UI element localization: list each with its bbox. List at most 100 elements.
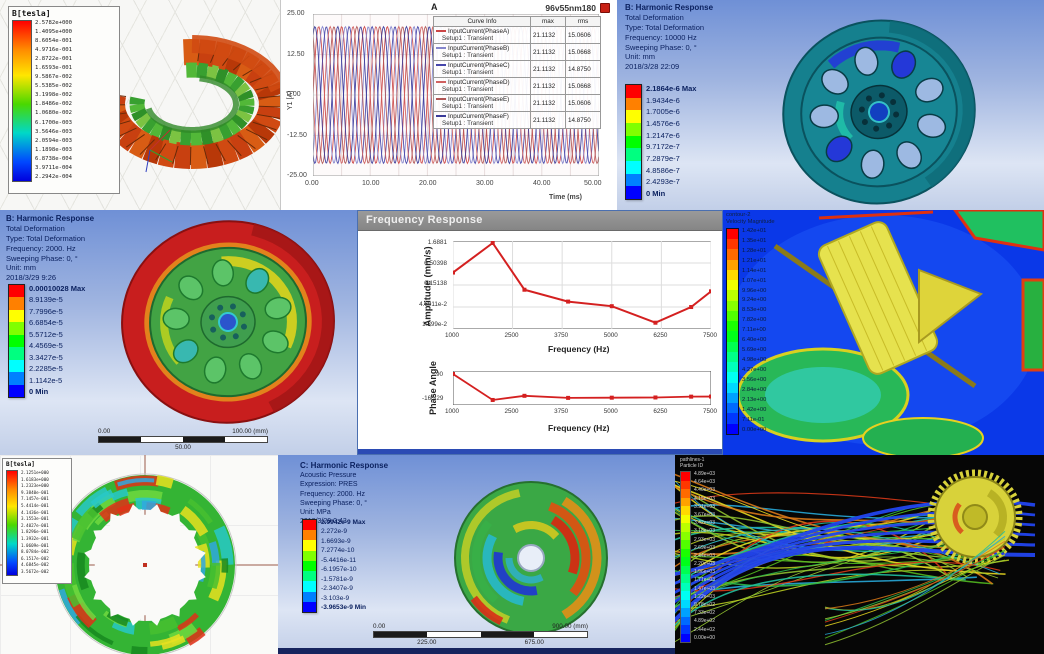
amp-ytick-0.50398: 0.50398: [424, 259, 447, 267]
colorbar-bands: [302, 519, 317, 613]
amp-xtick-5000: 5000: [603, 332, 618, 339]
color-band-4: [681, 506, 690, 515]
colorbar-value-5: 1.07e+01: [742, 277, 767, 284]
legend-header-row: Curve Info max rms: [433, 16, 601, 27]
color-band-12: [681, 574, 690, 583]
legend-table-body: InputCurrent(PhaseA) Setup1 : Transient 21…: [433, 26, 601, 129]
window-bottom-strip: [358, 449, 722, 454]
colorbar-labels: 4.89e+03 4.64e+03 4.40e+03 4.15e+03 3.91e+03…: [694, 471, 715, 641]
torus-legend-value-0: 2.5782e+000: [35, 20, 73, 26]
torus-legend-value-7: 5.5385e-002: [35, 83, 73, 90]
color-band-9: [681, 548, 690, 557]
panel-harmonic-10000hz: B: Harmonic Response Total Deformation Typ…: [617, 0, 1044, 210]
color-band-16: [681, 608, 690, 617]
color-band-3: [727, 259, 738, 270]
colorbar-value-4: 3.91e+03: [694, 503, 715, 510]
color-band-7: [626, 173, 641, 187]
color-band-8: [303, 601, 316, 612]
annotation-line-1: Total Deformation: [625, 13, 684, 23]
torus-legend-value-17: 2.2942e-004: [35, 173, 73, 180]
color-band-10: [727, 331, 738, 342]
color-band-1: [303, 530, 316, 541]
colorbar-value-3: 7.2774e-10: [321, 547, 355, 555]
color-band-4: [303, 560, 316, 572]
curve-name: InputCurrent(PhaseF): [448, 113, 509, 120]
window-titlebar[interactable]: Frequency Response: [358, 211, 722, 231]
annotation-line-5: Unit: MPa: [300, 508, 331, 516]
tick-50.00: 50.00: [584, 180, 602, 187]
scale-min: 0.00: [373, 623, 386, 630]
curve-setup: Setup1 : Transient: [442, 103, 494, 110]
curve-row-5: InputCurrent(PhaseF) Setup1 : Transient 21…: [433, 111, 601, 129]
result-colorbar: 0.00010028 Max 8.9139e-5 7.7996e-5 6.6854e-…: [8, 284, 85, 398]
phase-xtick-5000: 5000: [603, 408, 618, 415]
scale-bar: [373, 631, 588, 638]
color-band-9: [727, 321, 738, 332]
scale-q3: 675.00: [524, 639, 544, 646]
annotation-line-2: Type: Total Deformation: [6, 234, 86, 244]
panel-transient-currents: A 96v55nm180 Y1 [A] Time (ms) 25.00 12.50…: [280, 0, 618, 210]
plot-title: A: [431, 2, 438, 12]
scale-min: 0.00: [98, 428, 111, 435]
design-flag-icon: [600, 3, 610, 13]
annotation-line-6: 2018/3/29 9:26: [6, 273, 57, 283]
curve-max: 21.1132: [530, 111, 566, 129]
curve-name: InputCurrent(PhaseE): [448, 96, 510, 103]
color-band-11: [681, 565, 690, 574]
rotor-legend-value-15: 3.5672e-002: [21, 568, 49, 574]
colorbar-value-11: 2.20e+03: [694, 561, 715, 568]
color-band-10: [681, 557, 690, 566]
amp-ytick-0.15138: 0.15138: [424, 280, 447, 287]
wheel-deformation-render: [782, 19, 976, 205]
colorbar-value-4: 5.5712e-5: [29, 329, 63, 339]
legend-values: 2.1251e+000 1.6183e+000 1.2323e+000 9.3840e…: [21, 470, 49, 574]
curve-max: 21.1132: [530, 43, 566, 61]
colorbar-value-0: 1.42e+01: [742, 227, 767, 234]
colorbar-value-19: 2.44e+02: [694, 626, 715, 633]
colorbar-value-0: 2.1864e-6 Max: [646, 84, 697, 93]
phase-x-axis-label: Frequency (Hz): [548, 423, 610, 433]
annotation-line-4: Sweeping Phase: 0, °: [6, 253, 78, 263]
colorbar-value-12: 5.69e+00: [742, 347, 767, 354]
torus-legend-value-9: 1.8486e-002: [35, 101, 73, 108]
phase-ytick--160.29: -160.29: [422, 395, 444, 402]
colorbar-value-1: 8.9139e-5: [29, 295, 63, 305]
color-band-5: [626, 148, 641, 162]
annotation-line-0: B: Harmonic Response: [625, 3, 714, 12]
result-colorbar: 2.9942e-9 Max 2.272e-9 1.6693e-9 7.2774e-10…: [302, 519, 366, 613]
curve-swatch: [436, 30, 446, 33]
colorbar-value-5: 4.4569e-5: [29, 341, 63, 351]
colorbar-labels: 0.00010028 Max 8.9139e-5 7.7996e-5 6.6854e-…: [29, 284, 85, 396]
curve-row-0: InputCurrent(PhaseA) Setup1 : Transient 21…: [433, 26, 601, 44]
acoustic-disk-render: [454, 481, 608, 635]
torus-legend-value-5: 1.6593e-001: [35, 65, 73, 72]
color-band-7: [9, 372, 24, 385]
rotor-legend-value-12: 8.0784e-002: [21, 549, 49, 555]
curve-info-legend: Curve Info max rms InputCurrent(PhaseA) Set…: [433, 16, 601, 129]
colorbar-value-6: -1.5781e-9: [321, 575, 353, 583]
amplitude-chart: [453, 241, 711, 329]
colorbar-value-13: 4.98e+00: [742, 357, 767, 364]
rotor-legend-value-8: 2.4027e-001: [21, 522, 49, 528]
curve-name: InputCurrent(PhaseD): [448, 79, 510, 86]
colorbar-value-5: 9.7172e-7: [646, 142, 680, 152]
annotation-line-4: Sweeping Phase: 0, °: [625, 42, 697, 52]
colorbar-value-2: 1.28e+01: [742, 247, 767, 254]
curve-row-3: InputCurrent(PhaseD) Setup1 : Transient 21…: [433, 77, 601, 95]
amplitude-x-axis-label: Frequency (Hz): [548, 344, 610, 354]
cfd-colorbar: contour-2 Velocity Magnitude 1.42e+01 1.3…: [726, 212, 775, 435]
color-band-19: [727, 423, 738, 434]
torus-legend-value-6: 9.5867e-002: [35, 74, 73, 81]
colorbar-value-14: 1.47e+03: [694, 585, 715, 592]
color-band-2: [9, 309, 24, 323]
color-band-0: [681, 472, 690, 481]
colorbar-value-3: 1.21e+01: [742, 257, 767, 264]
tick-0.00: 0.00: [305, 180, 319, 187]
colorbar-value-18: 1.42e+00: [742, 406, 767, 413]
curve-swatch: [436, 81, 446, 84]
colorbar-value-6: 9.96e+00: [742, 287, 767, 294]
colorbar-value-2: 1.7005e-6: [646, 107, 680, 117]
rotor-legend-value-14: 4.6845e-002: [21, 562, 49, 568]
annotation-line-3: Frequency: 2000. Hz: [300, 490, 365, 498]
colorbar-value-0: 4.89e+03: [694, 471, 715, 477]
